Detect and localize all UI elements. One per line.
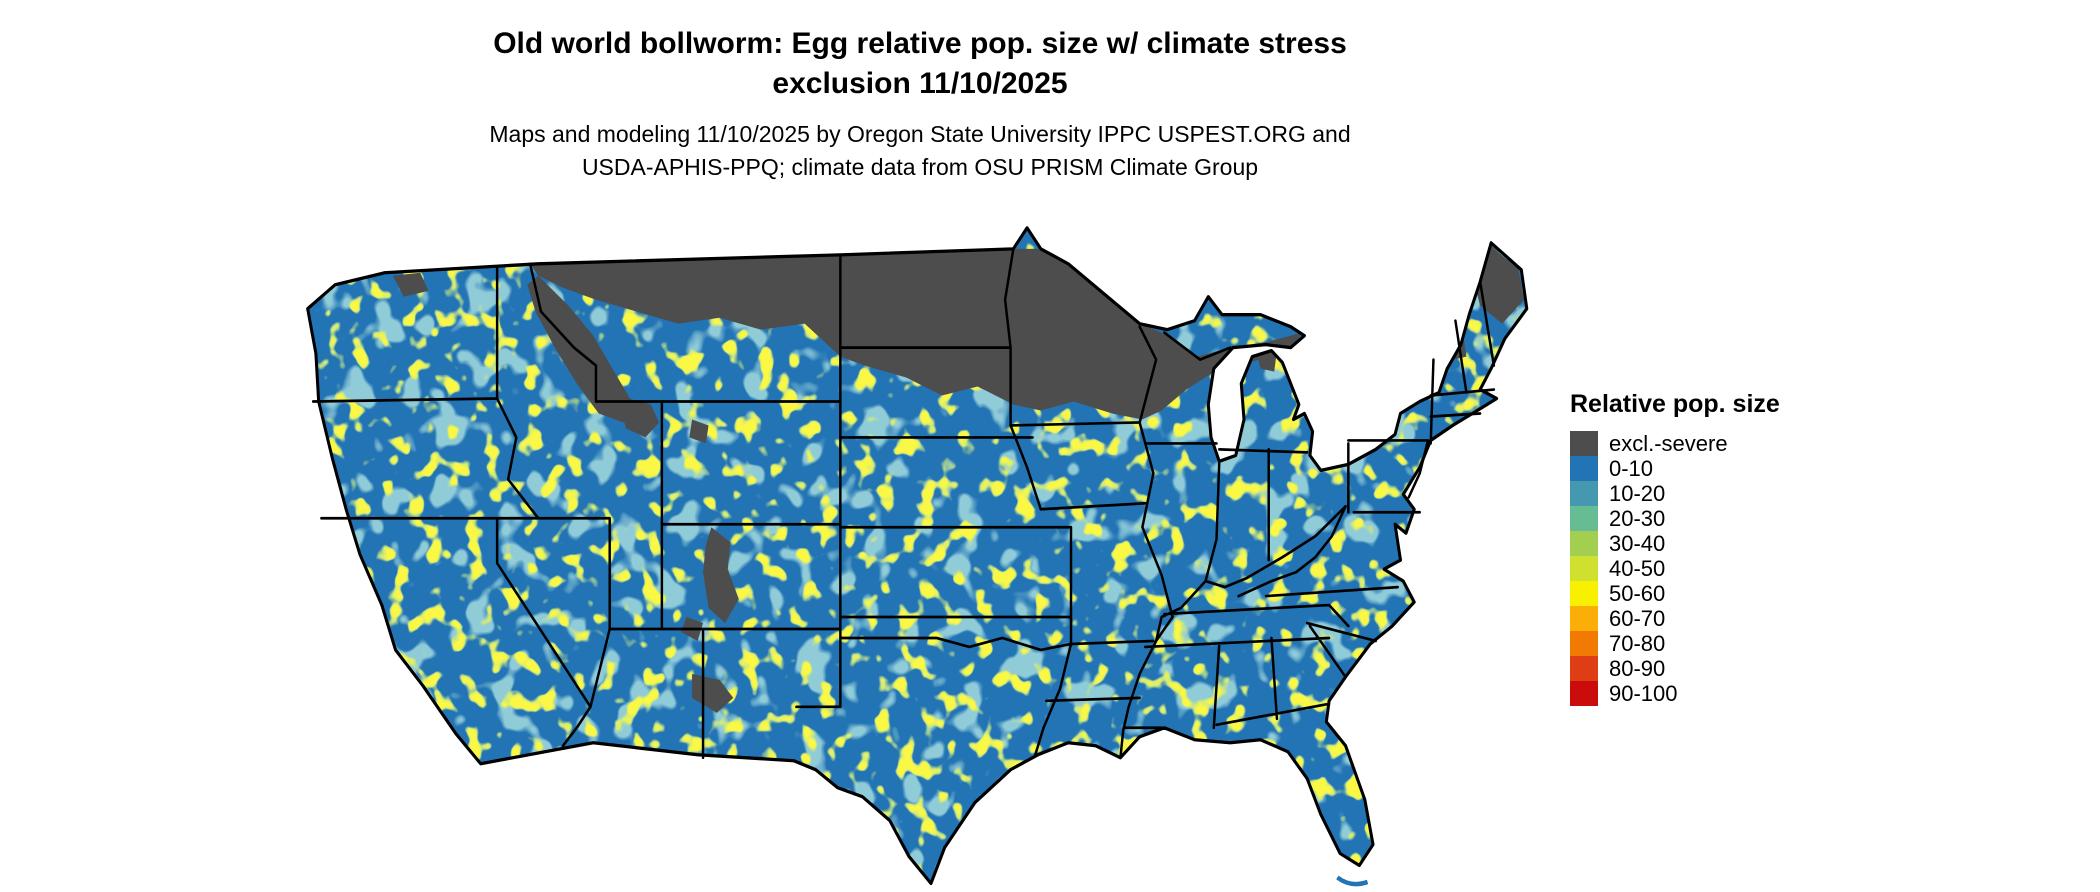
legend-label: 10-20	[1609, 481, 1666, 506]
legend-item: 30-40	[1570, 531, 1780, 556]
legend-items: excl.-severe 0-10 10-20 20-30 30-40 40-50 50-6…	[1570, 431, 1780, 706]
legend-item: 0-10	[1570, 456, 1780, 481]
legend-label: 80-90	[1609, 656, 1666, 681]
legend-item: 60-70	[1570, 606, 1780, 631]
map-title: Old world bollworm: Egg relative pop. si…	[0, 24, 1840, 104]
legend-item: 50-60	[1570, 581, 1780, 606]
us-outline	[306, 226, 1529, 886]
legend-title: Relative pop. size	[1570, 390, 1780, 418]
title-line-1: Old world bollworm: Egg relative pop. si…	[493, 27, 1347, 60]
raster-layers	[307, 227, 1527, 884]
legend-label: 70-80	[1609, 631, 1666, 656]
legend-label: 0-10	[1609, 456, 1654, 481]
legend-swatch	[1570, 631, 1598, 656]
legend-item: 10-20	[1570, 481, 1780, 506]
legend-item: 20-30	[1570, 506, 1780, 531]
legend-swatch	[1570, 481, 1598, 506]
legend-item: 90-100	[1570, 681, 1780, 706]
legend-swatch	[1570, 456, 1598, 481]
legend-swatch	[1570, 681, 1598, 706]
legend-swatch	[1570, 606, 1598, 631]
legend: Relative pop. size excl.-severe 0-10 10-20…	[1570, 390, 1780, 706]
legend-label: excl.-severe	[1609, 431, 1728, 456]
legend-swatch	[1570, 531, 1598, 556]
exclusion-northern-tier	[530, 248, 1302, 420]
exclusion-northern-rockies	[527, 275, 632, 423]
legend-label: 40-50	[1609, 556, 1666, 581]
legend-swatch	[1570, 556, 1598, 581]
exclusion-north-cascades	[392, 272, 429, 297]
legend-label: 20-30	[1609, 506, 1666, 531]
exclusion-adirondacks	[1403, 368, 1431, 399]
legend-label: 30-40	[1609, 531, 1666, 556]
exclusion-bighorn	[689, 419, 709, 444]
subtitle-line-2: USDA-APHIS-PPQ; climate data from OSU PR…	[581, 154, 1259, 180]
legend-item: 40-50	[1570, 556, 1780, 581]
title-line-2: exclusion 11/10/2025	[772, 67, 1068, 100]
florida-keys	[1336, 875, 1369, 887]
exclusion-yellowstone	[620, 398, 660, 438]
legend-item: excl.-severe	[1570, 431, 1780, 456]
legend-item: 80-90	[1570, 656, 1780, 681]
map-subtitle: Maps and modeling 11/10/2025 by Oregon S…	[0, 118, 1840, 184]
legend-swatch	[1570, 506, 1598, 531]
legend-label: 60-70	[1609, 606, 1666, 631]
exclusion-northern-michigan	[1257, 350, 1277, 372]
legend-swatch	[1570, 431, 1598, 456]
state-borders	[311, 247, 1496, 760]
legend-swatch	[1570, 656, 1598, 681]
legend-swatch	[1570, 581, 1598, 606]
subtitle-line-1: Maps and modeling 11/10/2025 by Oregon S…	[489, 121, 1351, 147]
legend-item: 70-80	[1570, 631, 1780, 656]
legend-label: 90-100	[1609, 681, 1678, 706]
legend-label: 50-60	[1609, 581, 1666, 606]
header: Old world bollworm: Egg relative pop. si…	[0, 24, 1840, 184]
exclusion-colorado-rockies	[703, 527, 739, 624]
us-map	[306, 226, 1529, 887]
